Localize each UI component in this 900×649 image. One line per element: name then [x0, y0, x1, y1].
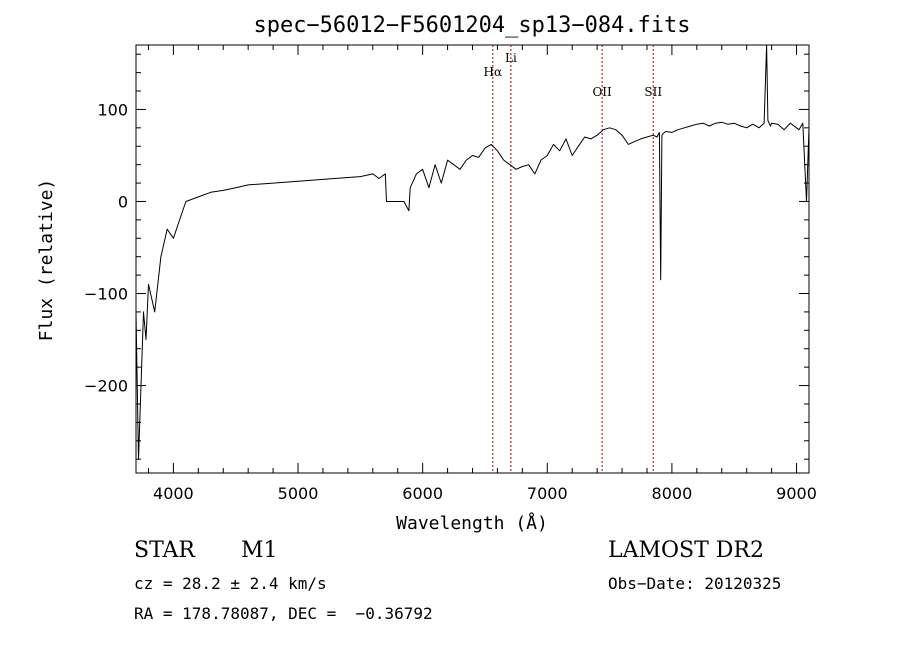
y-tick-label: −100: [84, 285, 128, 304]
marker-label: OII: [592, 85, 612, 99]
y-tick-label: 0: [118, 192, 128, 211]
x-tick-label: 7000: [527, 484, 568, 503]
spectrum-series-line: [135, 44, 810, 460]
survey-name: LAMOST DR2: [608, 538, 764, 563]
x-tick-label: 5000: [278, 484, 319, 503]
chart-title: spec−56012−F5601204_sp13−084.fits: [253, 13, 690, 38]
redshift-velocity: cz = 28.2 ± 2.4 km/s: [134, 574, 327, 593]
series-layer: [135, 44, 810, 460]
object-class: STAR: [134, 538, 195, 563]
marker-label: SII: [644, 85, 662, 99]
marker-label: Li: [505, 51, 517, 65]
x-tick-label: 8000: [652, 484, 693, 503]
x-tick-label: 4000: [153, 484, 194, 503]
y-axis: −200 −100 0 100: [84, 53, 809, 460]
marker-label: Hα: [484, 65, 503, 79]
plot-frame: [135, 44, 810, 474]
x-tick-label: 9000: [776, 484, 817, 503]
observation-date: Obs−Date: 20120325: [608, 574, 782, 593]
y-axis-label: Flux (relative): [36, 179, 57, 342]
object-subclass: M1: [241, 538, 278, 563]
coordinates: RA = 178.78087, DEC = −0.36792: [134, 604, 433, 623]
x-axis-label: Wavelength (Å): [396, 512, 548, 534]
y-tick-label: 100: [97, 100, 128, 119]
y-tick-label: −200: [84, 377, 128, 396]
x-tick-label: 6000: [402, 484, 443, 503]
x-axis: 4000 5000 6000 7000 8000 9000: [147, 45, 817, 503]
